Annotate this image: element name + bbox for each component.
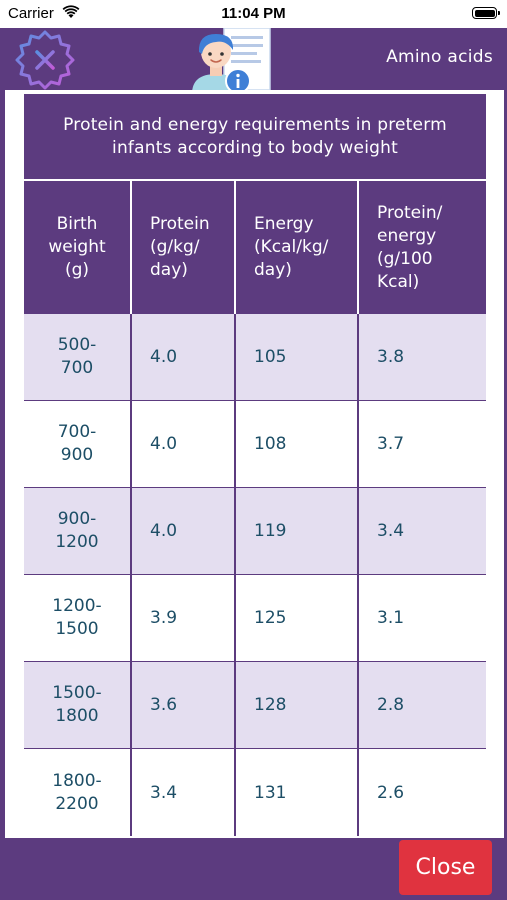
requirements-table: Protein and energy requirements in prete… <box>24 94 486 836</box>
table-row: 1800- 2200 3.4 131 2.6 <box>24 749 486 836</box>
page-title: Amino acids <box>386 47 493 67</box>
content-panel: Protein and energy requirements in prete… <box>5 90 504 838</box>
cell-ratio: 3.8 <box>357 314 486 400</box>
header-bar: Amino acids <box>0 27 507 94</box>
cell-energy: 125 <box>234 575 357 661</box>
cell-protein: 4.0 <box>130 488 234 574</box>
battery-icon <box>472 7 500 19</box>
cell-protein: 3.4 <box>130 749 234 836</box>
table-caption: Protein and energy requirements in prete… <box>24 94 486 179</box>
status-bar: Carrier 11:04 PM <box>0 0 507 28</box>
table-row: 900- 1200 4.0 119 3.4 <box>24 488 486 575</box>
cell-energy: 128 <box>234 662 357 748</box>
table-header-row: Birth weight (g) Protein (g/kg/ day) Ene… <box>24 181 486 314</box>
cell-ratio: 2.8 <box>357 662 486 748</box>
cell-protein: 3.9 <box>130 575 234 661</box>
cell-protein: 3.6 <box>130 662 234 748</box>
cell-energy: 105 <box>234 314 357 400</box>
close-button[interactable]: Close <box>399 840 492 895</box>
table-row: 1200- 1500 3.9 125 3.1 <box>24 575 486 662</box>
table-row: 700- 900 4.0 108 3.7 <box>24 401 486 488</box>
doctor-info-icon <box>190 27 274 94</box>
cell-birth-weight: 500- 700 <box>57 335 97 378</box>
cell-birth-weight: 700- 900 <box>57 422 97 465</box>
carrier-label: Carrier <box>8 5 54 22</box>
footer-bar: Close <box>0 838 507 900</box>
clock-time: 11:04 PM <box>221 5 286 22</box>
cell-birth-weight: 1200- 1500 <box>52 596 102 639</box>
header-protein-energy-ratio: Protein/ energy (g/100 Kcal) <box>357 181 486 314</box>
close-x-icon[interactable] <box>14 29 76 91</box>
cell-energy: 119 <box>234 488 357 574</box>
cell-ratio: 3.4 <box>357 488 486 574</box>
header-birth-weight: Birth weight (g) <box>48 214 106 280</box>
cell-birth-weight: 1500- 1800 <box>52 683 102 726</box>
cell-ratio: 2.6 <box>357 749 486 836</box>
cell-energy: 131 <box>234 749 357 836</box>
cell-protein: 4.0 <box>130 314 234 400</box>
header-energy: Energy (Kcal/kg/ day) <box>234 181 357 314</box>
cell-ratio: 3.1 <box>357 575 486 661</box>
cell-protein: 4.0 <box>130 401 234 487</box>
cell-ratio: 3.7 <box>357 401 486 487</box>
cell-birth-weight: 1800- 2200 <box>52 770 102 814</box>
table-row: 500- 700 4.0 105 3.8 <box>24 314 486 401</box>
table-row: 1500- 1800 3.6 128 2.8 <box>24 662 486 749</box>
cell-energy: 108 <box>234 401 357 487</box>
wifi-icon <box>62 5 80 23</box>
header-protein: Protein (g/kg/ day) <box>130 181 234 314</box>
cell-birth-weight: 900- 1200 <box>55 509 99 552</box>
